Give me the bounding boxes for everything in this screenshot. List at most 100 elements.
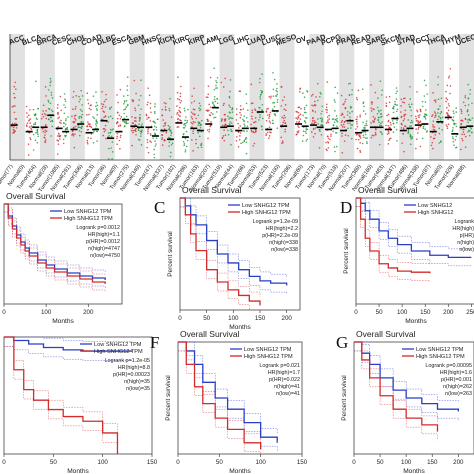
expression-point — [50, 94, 53, 96]
expression-point — [376, 112, 379, 115]
expression-point — [45, 117, 48, 120]
expression-point — [447, 123, 450, 125]
expression-point — [416, 109, 418, 111]
expression-point — [268, 135, 271, 137]
expression-point — [432, 92, 434, 94]
expression-point — [321, 110, 323, 113]
expression-point — [284, 116, 287, 119]
expression-point — [453, 112, 455, 115]
expression-point — [231, 117, 234, 120]
expression-point — [349, 82, 352, 85]
expression-point — [49, 102, 52, 105]
expression-point — [303, 106, 306, 109]
expression-point — [312, 110, 314, 112]
expression-point — [72, 108, 74, 110]
x-tick-label: 0 — [2, 309, 6, 316]
expression-point — [396, 119, 398, 122]
expression-point — [417, 120, 419, 123]
expression-point — [13, 92, 15, 95]
expression-point — [25, 112, 28, 114]
expression-point — [225, 124, 227, 127]
expression-point — [64, 135, 67, 138]
expression-point — [422, 125, 425, 128]
expression-point — [14, 130, 17, 133]
expression-point — [149, 107, 152, 109]
expression-point — [72, 90, 75, 93]
expression-point — [437, 108, 439, 110]
expression-point — [52, 110, 54, 113]
expression-point — [260, 89, 262, 92]
tumor-dots — [115, 88, 123, 150]
expression-point — [125, 106, 127, 108]
stat-line: p(HR)=0.00023 — [113, 372, 150, 378]
x-tick-label: 0 — [2, 459, 6, 466]
expression-point — [321, 120, 323, 123]
expression-point — [185, 145, 188, 148]
expression-point — [170, 151, 172, 154]
expression-point — [164, 106, 167, 108]
expression-point — [280, 86, 283, 88]
stat-line: n(high)=4747 — [88, 246, 120, 252]
expression-point — [242, 129, 244, 132]
expression-point — [95, 91, 97, 93]
expression-point — [259, 114, 261, 116]
expression-point — [330, 133, 332, 136]
expression-point — [58, 116, 60, 118]
expression-point — [213, 98, 216, 101]
expression-point — [452, 126, 454, 129]
expression-point — [50, 80, 52, 82]
expression-point — [461, 139, 464, 142]
expression-point — [335, 115, 338, 117]
expression-point — [370, 110, 373, 112]
ci-upper — [4, 203, 106, 272]
expression-point — [415, 128, 417, 130]
x-tick-label: 100 — [401, 459, 412, 466]
expression-point — [140, 144, 143, 146]
expression-point — [254, 108, 256, 110]
expression-point — [123, 125, 126, 127]
stat-line: n(high)=262 — [443, 384, 472, 390]
expression-point — [89, 125, 92, 128]
expression-point — [14, 122, 16, 125]
expression-point — [432, 147, 434, 150]
expression-point — [342, 103, 344, 106]
expression-point — [116, 94, 118, 96]
expression-point — [179, 92, 182, 95]
expression-point — [407, 130, 410, 132]
expression-point — [411, 136, 414, 138]
expression-point — [57, 132, 60, 135]
expression-point — [377, 97, 379, 99]
expression-point — [239, 116, 242, 119]
expression-point — [216, 76, 219, 79]
expression-point — [146, 138, 149, 141]
expression-point — [87, 102, 90, 105]
tumor-dots — [310, 93, 317, 138]
expression-point — [45, 109, 47, 112]
expression-point — [351, 93, 353, 96]
expression-point — [266, 108, 268, 110]
normal-dots — [361, 88, 368, 145]
expression-point — [140, 79, 142, 81]
tumor-dots — [355, 89, 362, 153]
expression-point — [49, 77, 52, 80]
expression-point — [47, 101, 50, 103]
x-tick-label: 150 — [255, 315, 266, 322]
expression-point — [48, 108, 51, 110]
expression-point — [296, 121, 298, 123]
expression-point — [127, 94, 129, 97]
expression-point — [321, 117, 323, 119]
expression-point — [252, 145, 255, 147]
expression-point — [380, 112, 382, 115]
expression-point — [268, 113, 271, 116]
expression-point — [208, 128, 211, 131]
expression-point — [452, 119, 455, 122]
expression-point — [343, 140, 346, 142]
expression-point — [236, 136, 238, 138]
normal-dots — [241, 93, 249, 155]
expression-point — [198, 121, 201, 124]
expression-point — [357, 134, 360, 136]
expression-point — [228, 104, 230, 107]
expression-point — [464, 104, 467, 107]
expression-point — [109, 115, 112, 118]
expression-point — [387, 132, 390, 135]
